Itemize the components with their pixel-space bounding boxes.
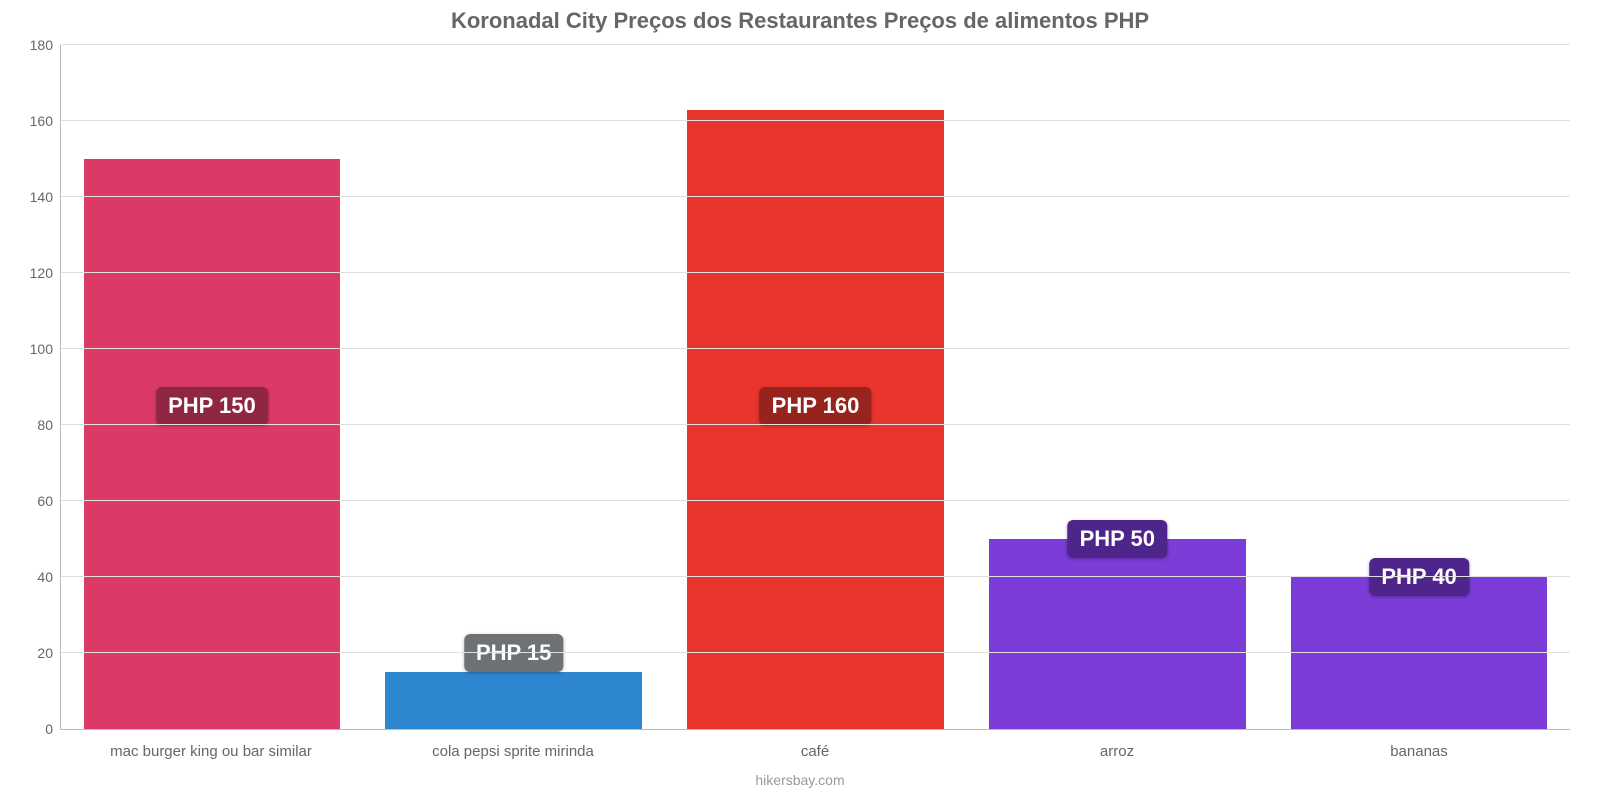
- y-tick-label: 160: [30, 113, 61, 129]
- gridline: [61, 272, 1570, 273]
- value-badge: PHP 150: [156, 387, 268, 425]
- value-badge: PHP 50: [1068, 520, 1167, 558]
- y-tick-label: 100: [30, 341, 61, 357]
- x-axis-labels: mac burger king ou bar similarcola pepsi…: [60, 743, 1570, 760]
- gridline: [61, 576, 1570, 577]
- gridline: [61, 44, 1570, 45]
- y-tick-label: 140: [30, 189, 61, 205]
- y-tick-label: 40: [37, 569, 61, 585]
- value-badge: PHP 15: [464, 634, 563, 672]
- bar-slot: PHP 15: [363, 45, 665, 729]
- gridline: [61, 500, 1570, 501]
- bar: [84, 159, 341, 729]
- bar-slot: PHP 40: [1268, 45, 1570, 729]
- plot-area: PHP 150PHP 15PHP 160PHP 50PHP 40 0204060…: [60, 45, 1570, 730]
- gridline: [61, 348, 1570, 349]
- y-tick-label: 60: [37, 493, 61, 509]
- y-tick-label: 80: [37, 417, 61, 433]
- x-tick-label: café: [664, 743, 966, 760]
- gridline: [61, 652, 1570, 653]
- x-tick-label: cola pepsi sprite mirinda: [362, 743, 664, 760]
- chart-footer: hikersbay.com: [0, 772, 1600, 788]
- bar-slot: PHP 150: [61, 45, 363, 729]
- bar: [989, 539, 1246, 729]
- y-tick-label: 180: [30, 37, 61, 53]
- gridline: [61, 424, 1570, 425]
- y-tick-label: 120: [30, 265, 61, 281]
- value-badge: PHP 160: [760, 387, 872, 425]
- bars-layer: PHP 150 PHP 15 PHP 160 PHP 50 PHP 40: [61, 45, 1570, 729]
- gridline: [61, 196, 1570, 197]
- x-tick-label: mac burger king ou bar similar: [60, 743, 362, 760]
- x-tick-label: bananas: [1268, 743, 1570, 760]
- bar: [385, 672, 642, 729]
- value-badge: PHP 40: [1369, 558, 1468, 596]
- y-tick-label: 20: [37, 645, 61, 661]
- y-tick-label: 0: [45, 721, 61, 737]
- bar-slot: PHP 160: [665, 45, 967, 729]
- chart-container: Koronadal City Preços dos Restaurantes P…: [0, 0, 1600, 800]
- chart-title: Koronadal City Preços dos Restaurantes P…: [0, 8, 1600, 34]
- gridline: [61, 120, 1570, 121]
- x-tick-label: arroz: [966, 743, 1268, 760]
- bar-slot: PHP 50: [966, 45, 1268, 729]
